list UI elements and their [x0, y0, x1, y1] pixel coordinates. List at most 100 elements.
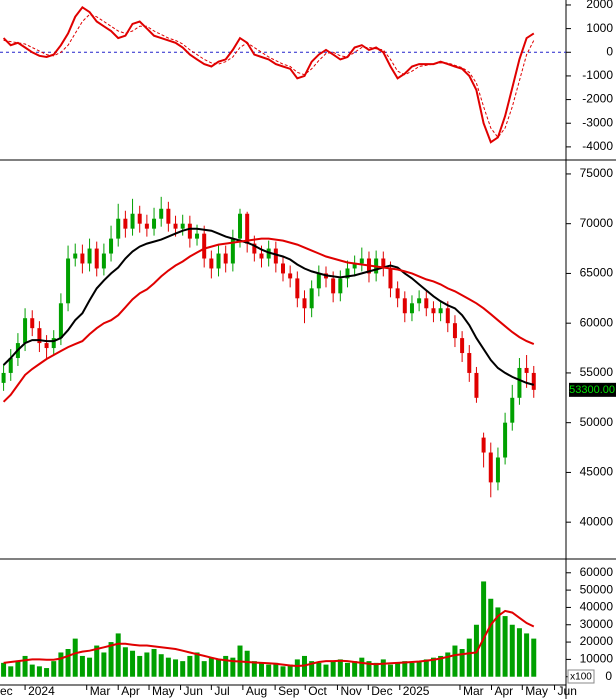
- volume-bar: [259, 662, 265, 677]
- candle-body: [331, 278, 336, 294]
- x-tick-label: Oct: [308, 684, 327, 698]
- candle-body: [266, 248, 271, 259]
- y-tick-label: 1000: [586, 21, 613, 35]
- candle-body: [109, 238, 114, 254]
- candle-body: [51, 338, 56, 349]
- volume-bar: [223, 655, 229, 677]
- candle-body: [44, 343, 49, 349]
- line: [3, 609, 535, 668]
- candle-body: [445, 308, 450, 324]
- volume-bar: [294, 659, 300, 677]
- candle-body: [345, 268, 350, 279]
- last-price-label: 53300.00: [569, 384, 615, 396]
- volume-bar: [22, 655, 28, 677]
- volume-bar: [380, 659, 386, 677]
- x-tick-label: Jun: [558, 684, 577, 698]
- candle-body: [123, 218, 128, 229]
- candle-body: [58, 303, 63, 339]
- candle-body: [481, 437, 486, 453]
- candle-body: [503, 422, 508, 458]
- candle-body: [87, 248, 92, 264]
- volume-bar: [373, 662, 379, 677]
- volume-bar: [115, 633, 121, 677]
- candle-body: [144, 223, 149, 229]
- volume-bar: [251, 661, 257, 677]
- volume-bar: [531, 638, 537, 677]
- candle-body: [452, 323, 457, 339]
- y-tick-label: 2000: [586, 0, 613, 11]
- candle-body: [245, 213, 250, 244]
- volume-bar: [79, 655, 85, 677]
- volume-bar: [509, 624, 515, 677]
- volume-bar: [15, 661, 21, 677]
- line: [2, 237, 535, 403]
- y-tick-label: 40000: [580, 514, 614, 528]
- volume-bar: [495, 607, 501, 677]
- candle-body: [402, 298, 407, 314]
- unit-label: x100: [570, 672, 592, 683]
- x-tick-label: Nov: [340, 684, 361, 698]
- y-tick-label: 0: [605, 669, 612, 683]
- volume-bar: [395, 662, 401, 677]
- volume-bar: [409, 662, 415, 677]
- volume-bar: [36, 666, 42, 677]
- x-tick-label: Dec: [371, 684, 392, 698]
- candle-body: [524, 367, 529, 373]
- candle-body: [73, 253, 78, 259]
- candle-body: [166, 208, 171, 224]
- volume-bar: [58, 652, 64, 677]
- volume-bar: [130, 650, 136, 677]
- candle-body: [23, 318, 28, 344]
- volume-bar: [502, 616, 508, 677]
- volume-bar: [101, 652, 107, 677]
- volume-bar: [402, 661, 408, 677]
- candle-body: [238, 213, 243, 239]
- volume-bar: [359, 657, 365, 677]
- candle-body: [338, 278, 343, 294]
- candle-body: [187, 223, 192, 239]
- line: [2, 227, 535, 386]
- x-tick-label: May: [525, 684, 548, 698]
- volume-bar: [180, 661, 186, 677]
- candle-body: [381, 258, 386, 269]
- volume-bar: [316, 662, 322, 677]
- volume-bar: [352, 661, 358, 677]
- volume-bar: [430, 657, 436, 677]
- volume-bar: [158, 654, 164, 677]
- volume-bar: [481, 581, 487, 677]
- candle-body: [488, 452, 493, 483]
- candle-body: [216, 253, 221, 269]
- x-tick-label: Jul: [214, 684, 229, 698]
- candle-body: [395, 288, 400, 299]
- candle-body: [152, 218, 157, 229]
- volume-bar: [122, 647, 128, 677]
- candle-body: [30, 318, 35, 329]
- volume-bar: [387, 664, 393, 677]
- y-tick-label: 20000: [580, 634, 614, 648]
- volume-bar: [488, 598, 494, 677]
- volume-bar: [201, 661, 207, 677]
- volume-bar: [94, 645, 100, 677]
- y-tick-label: -4000: [582, 139, 613, 153]
- x-tick-label: Sep: [278, 684, 300, 698]
- candle-body: [180, 223, 185, 229]
- y-tick-label: 70000: [580, 216, 614, 230]
- candle-body: [37, 328, 42, 344]
- candle-body: [202, 233, 207, 259]
- y-tick-label: 60000: [580, 565, 614, 579]
- candle-body: [302, 298, 307, 309]
- candle-body: [130, 213, 135, 229]
- volume-bar: [187, 655, 193, 677]
- x-tick-label: Apr: [121, 684, 140, 698]
- volume-bar: [280, 666, 286, 677]
- candle-body: [137, 213, 142, 224]
- x-tick-label: Jun: [184, 684, 203, 698]
- volume-bar: [1, 662, 7, 677]
- y-tick-label: 30000: [580, 617, 614, 631]
- y-tick-label: -2000: [582, 92, 613, 106]
- y-tick-label: 65000: [580, 266, 614, 280]
- x-tick-label: Apr: [494, 684, 513, 698]
- y-tick-label: 75000: [580, 166, 614, 180]
- candle-body: [259, 253, 264, 259]
- candle-body: [116, 218, 121, 239]
